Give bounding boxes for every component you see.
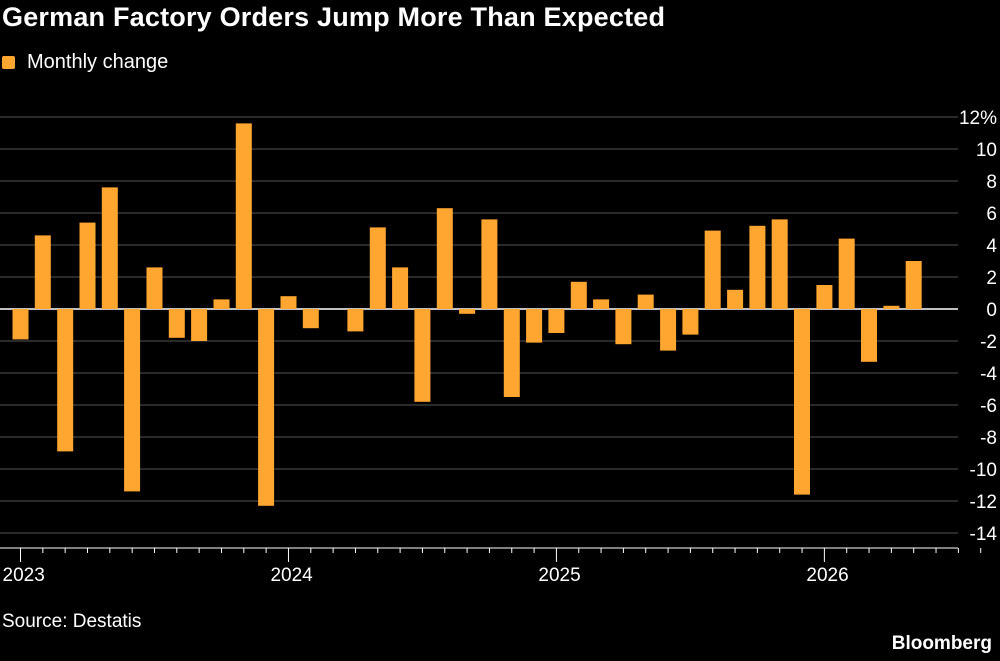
y-tick-label: -14 — [970, 524, 998, 545]
bar-2023-10 — [213, 299, 230, 309]
y-tick-label: 0 — [986, 300, 997, 321]
bar-2025-05 — [637, 294, 654, 309]
bar-2024-09 — [459, 309, 476, 314]
bar-2024-02 — [302, 309, 319, 329]
bar-2023-02 — [34, 235, 51, 309]
bar-2023-09 — [191, 309, 208, 341]
bar-2023-06 — [124, 309, 141, 492]
bar-2025-06 — [660, 309, 677, 351]
bar-2025-04 — [615, 309, 632, 345]
y-tick-label: 6 — [986, 204, 997, 225]
bar-2025-03 — [593, 299, 610, 309]
bar-2023-07 — [146, 267, 163, 309]
bar-2026-02 — [838, 238, 855, 309]
y-tick-label: 12% — [959, 108, 997, 129]
bar-2025-11 — [771, 219, 788, 309]
y-tick-label: -10 — [970, 460, 997, 481]
bar-2025-12 — [794, 309, 810, 495]
y-axis-labels: 12% 10 8 6 4 2 0 -2 -4 -6 -8 -10 -12 -14 — [959, 108, 997, 545]
bar-2025-01 — [548, 309, 565, 333]
bar-2025-02 — [570, 281, 587, 309]
bar-2024-05 — [369, 227, 386, 309]
y-tick-label: -2 — [980, 332, 997, 353]
bloomberg-logo: Bloomberg — [891, 633, 992, 654]
y-tick-label: 10 — [976, 140, 997, 161]
bar-2025-08 — [704, 230, 721, 309]
bar-2023-05 — [101, 187, 118, 309]
bar-2024-12 — [526, 309, 543, 343]
bar-2023-12 — [258, 309, 275, 506]
bar-2023-04 — [79, 222, 96, 309]
gridlines — [0, 116, 958, 534]
y-tick-label: -12 — [970, 492, 997, 513]
x-tick-label: 2023 — [3, 565, 45, 586]
bar-2024-08 — [436, 208, 453, 309]
x-axis: 2023 2024 2025 2026 — [0, 547, 982, 586]
bar-2026-05 — [905, 261, 922, 309]
x-tick-label: 2024 — [270, 565, 313, 586]
bar-2026-04 — [883, 305, 900, 309]
legend-label: Monthly change — [27, 51, 169, 73]
bar-2025-07 — [682, 309, 699, 335]
bar-2026-03 — [861, 309, 877, 362]
y-tick-label: -8 — [980, 428, 997, 449]
bar-2024-11 — [503, 309, 520, 397]
bar-2025-10 — [749, 225, 766, 309]
y-tick-label: -4 — [980, 364, 997, 385]
bar-2025-09 — [727, 289, 744, 309]
bar-2023-08 — [168, 309, 185, 338]
bar-2024-07 — [414, 309, 431, 402]
bars — [12, 123, 922, 506]
y-tick-label: -6 — [980, 396, 997, 417]
bar-chart: 12% 10 8 6 4 2 0 -2 -4 -6 -8 -10 -12 -14 2023 2024 2025… — [0, 108, 997, 586]
bar-2023-11 — [235, 123, 252, 310]
bar-2024-06 — [392, 267, 409, 309]
x-tick-label: 2026 — [806, 565, 848, 586]
legend-swatch — [2, 56, 15, 69]
bar-2024-10 — [481, 219, 498, 309]
bar-2023-03 — [57, 309, 74, 452]
legend: Monthly change — [2, 51, 168, 74]
source-note: Source: Destatis — [2, 611, 142, 632]
bar-2023-01 — [12, 309, 29, 340]
bar-2026-01 — [816, 285, 833, 309]
y-tick-label: 2 — [986, 268, 997, 289]
bar-2024-04 — [347, 309, 364, 332]
bar-2024-01 — [280, 296, 297, 309]
y-tick-label: 8 — [986, 172, 997, 193]
chart-title: German Factory Orders Jump More Than Exp… — [2, 2, 666, 32]
x-tick-label: 2025 — [538, 565, 580, 586]
y-tick-label: 4 — [986, 236, 997, 257]
